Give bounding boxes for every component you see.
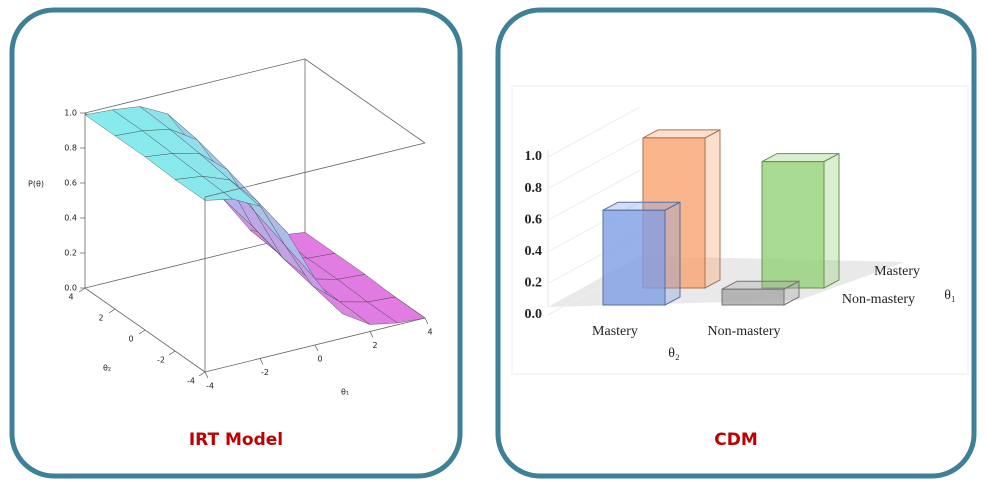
y-tick-label: -4 <box>187 377 195 386</box>
z-tick-label: 0.0 <box>64 284 77 293</box>
x-tick <box>369 331 374 338</box>
y-axis-label: θ₂ <box>103 364 111 373</box>
bar <box>761 161 825 289</box>
depth-tick-label: Mastery <box>874 264 920 279</box>
x-tick <box>424 317 429 325</box>
y-tick <box>78 287 86 293</box>
y-tick <box>138 329 146 335</box>
bar-side <box>823 152 840 289</box>
bar <box>721 288 785 306</box>
panel-frame <box>495 7 977 479</box>
z-tick-label: 0.8 <box>64 144 77 153</box>
y-tick <box>198 371 206 377</box>
y-tick-label: -2 <box>157 356 165 365</box>
box-edge <box>304 58 426 144</box>
x-tick <box>204 371 209 379</box>
panel-caption: CDM <box>714 430 758 450</box>
y-tick <box>168 350 176 356</box>
y-tick-label: 0.2 <box>525 276 543 291</box>
z-tick-label: 0.2 <box>64 249 77 258</box>
x-tick-label: 0 <box>317 355 322 364</box>
bar-side <box>704 129 721 289</box>
x-axis-label: θ₁ <box>341 388 349 397</box>
y-tick-label: 4 <box>68 293 73 302</box>
box-edge <box>84 58 306 114</box>
y-tick-label: 0.4 <box>525 244 543 259</box>
x-tick-label: -4 <box>206 382 214 391</box>
bar <box>602 209 666 306</box>
grid-line <box>547 138 641 190</box>
surface-patch <box>367 296 426 324</box>
x-tick-label: Non-mastery <box>707 324 780 339</box>
x-tick-label: 2 <box>372 341 377 350</box>
z-tick-label: 0.6 <box>64 179 77 188</box>
panel-caption: IRT Model <box>189 430 283 450</box>
y-tick-label: 0.6 <box>525 212 543 227</box>
y-tick-label: 0.8 <box>525 181 543 196</box>
z-axis-label: P(θ) <box>28 180 44 189</box>
grid-line <box>547 106 641 158</box>
x-tick <box>314 344 319 352</box>
y-tick-label: 1.0 <box>525 149 543 164</box>
x-axis-label: θ₂ <box>668 346 680 361</box>
bar-side <box>664 201 681 306</box>
y-tick-label: 2 <box>98 314 103 323</box>
y-tick <box>108 308 116 314</box>
z-tick-label: 1.0 <box>64 109 77 118</box>
x-tick-label: Mastery <box>592 324 638 339</box>
depth-axis-label: θ₁ <box>944 288 956 303</box>
y-tick-label: 0 <box>128 335 133 344</box>
plot-frame <box>511 85 969 375</box>
y-tick-label: 0.0 <box>525 307 543 322</box>
x-tick-label: 4 <box>427 328 432 337</box>
depth-tick-label: Non-mastery <box>842 292 915 307</box>
panel-frame <box>9 7 463 479</box>
x-tick-label: -2 <box>261 368 269 377</box>
x-tick <box>259 358 264 365</box>
grid-line <box>547 169 641 221</box>
z-tick-label: 0.4 <box>64 214 77 223</box>
box-edge <box>204 142 426 198</box>
